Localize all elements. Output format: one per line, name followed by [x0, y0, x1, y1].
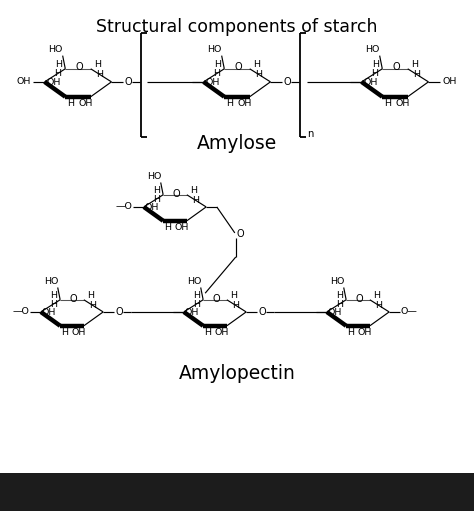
Text: H: H	[226, 99, 233, 108]
Text: HO: HO	[147, 172, 161, 181]
Text: H: H	[253, 60, 260, 69]
Text: OH: OH	[185, 308, 199, 317]
Text: OH: OH	[215, 328, 229, 337]
Text: H: H	[87, 291, 94, 300]
Text: —O: —O	[13, 308, 29, 316]
Text: —O: —O	[116, 202, 133, 212]
Text: HO: HO	[44, 277, 58, 286]
Text: O: O	[124, 77, 132, 87]
Text: OH: OH	[72, 328, 86, 337]
Text: HO: HO	[187, 277, 201, 286]
Text: n: n	[307, 129, 313, 139]
Text: H: H	[192, 300, 200, 309]
Text: OH: OH	[237, 99, 252, 108]
Text: H: H	[232, 301, 239, 310]
Text: H: H	[193, 291, 200, 300]
Text: H: H	[50, 300, 56, 309]
Text: H: H	[153, 186, 160, 195]
Text: O: O	[283, 77, 291, 87]
Text: H: H	[213, 69, 220, 78]
Text: H: H	[62, 328, 69, 337]
Text: H: H	[50, 291, 57, 300]
Text: H: H	[164, 223, 172, 232]
Text: VectorStock: VectorStock	[27, 485, 97, 499]
Text: H: H	[371, 69, 378, 78]
Text: OH: OH	[78, 99, 92, 108]
Text: H: H	[94, 60, 101, 69]
Text: H: H	[55, 60, 62, 69]
Text: OH: OH	[395, 99, 410, 108]
Text: VectorStock.com/3769311: VectorStock.com/3769311	[277, 487, 403, 497]
Text: OH: OH	[46, 78, 61, 87]
Text: OH: OH	[442, 77, 457, 86]
Text: O: O	[75, 62, 83, 73]
Text: Amylopectin: Amylopectin	[179, 363, 295, 383]
Text: H: H	[205, 328, 211, 337]
Text: H: H	[153, 195, 160, 204]
Text: H: H	[375, 301, 382, 310]
Text: H: H	[230, 291, 237, 300]
Text: OH: OH	[363, 78, 378, 87]
Text: H: H	[413, 71, 420, 79]
Text: H: H	[347, 328, 355, 337]
Text: OH: OH	[175, 223, 189, 232]
Text: H: H	[255, 71, 263, 79]
Text: H: H	[373, 291, 380, 300]
Text: H: H	[67, 99, 74, 108]
Text: H: H	[336, 300, 343, 309]
Text: HO: HO	[365, 45, 380, 54]
Text: O: O	[172, 189, 180, 199]
Text: Structural components of starch: Structural components of starch	[96, 18, 378, 36]
Text: O: O	[115, 307, 123, 317]
Text: O: O	[212, 293, 220, 304]
Text: OH: OH	[358, 328, 372, 337]
Text: O: O	[355, 293, 363, 304]
Text: H: H	[54, 69, 61, 78]
Text: O: O	[69, 293, 77, 304]
Text: H: H	[336, 291, 343, 300]
Text: H: H	[214, 60, 221, 69]
Text: H: H	[89, 301, 96, 310]
Text: O: O	[392, 62, 400, 73]
Text: OH: OH	[205, 78, 219, 87]
Text: OH: OH	[16, 77, 31, 86]
Text: HO: HO	[208, 45, 222, 54]
Text: O: O	[236, 229, 244, 239]
Text: H: H	[192, 196, 199, 205]
Text: O—: O—	[401, 308, 417, 316]
Text: O: O	[234, 62, 242, 73]
Text: H: H	[411, 60, 418, 69]
Bar	[0, 473, 474, 511]
Text: OH: OH	[145, 203, 159, 212]
Text: HO: HO	[48, 45, 63, 54]
Text: H: H	[372, 60, 379, 69]
Text: O: O	[258, 307, 265, 317]
Text: H: H	[97, 71, 103, 79]
Text: Amylose: Amylose	[197, 133, 277, 152]
Text: OH: OH	[42, 308, 56, 317]
Text: H: H	[190, 186, 197, 195]
Text: OH: OH	[328, 308, 342, 317]
Text: HO: HO	[330, 277, 344, 286]
Text: H: H	[384, 99, 391, 108]
